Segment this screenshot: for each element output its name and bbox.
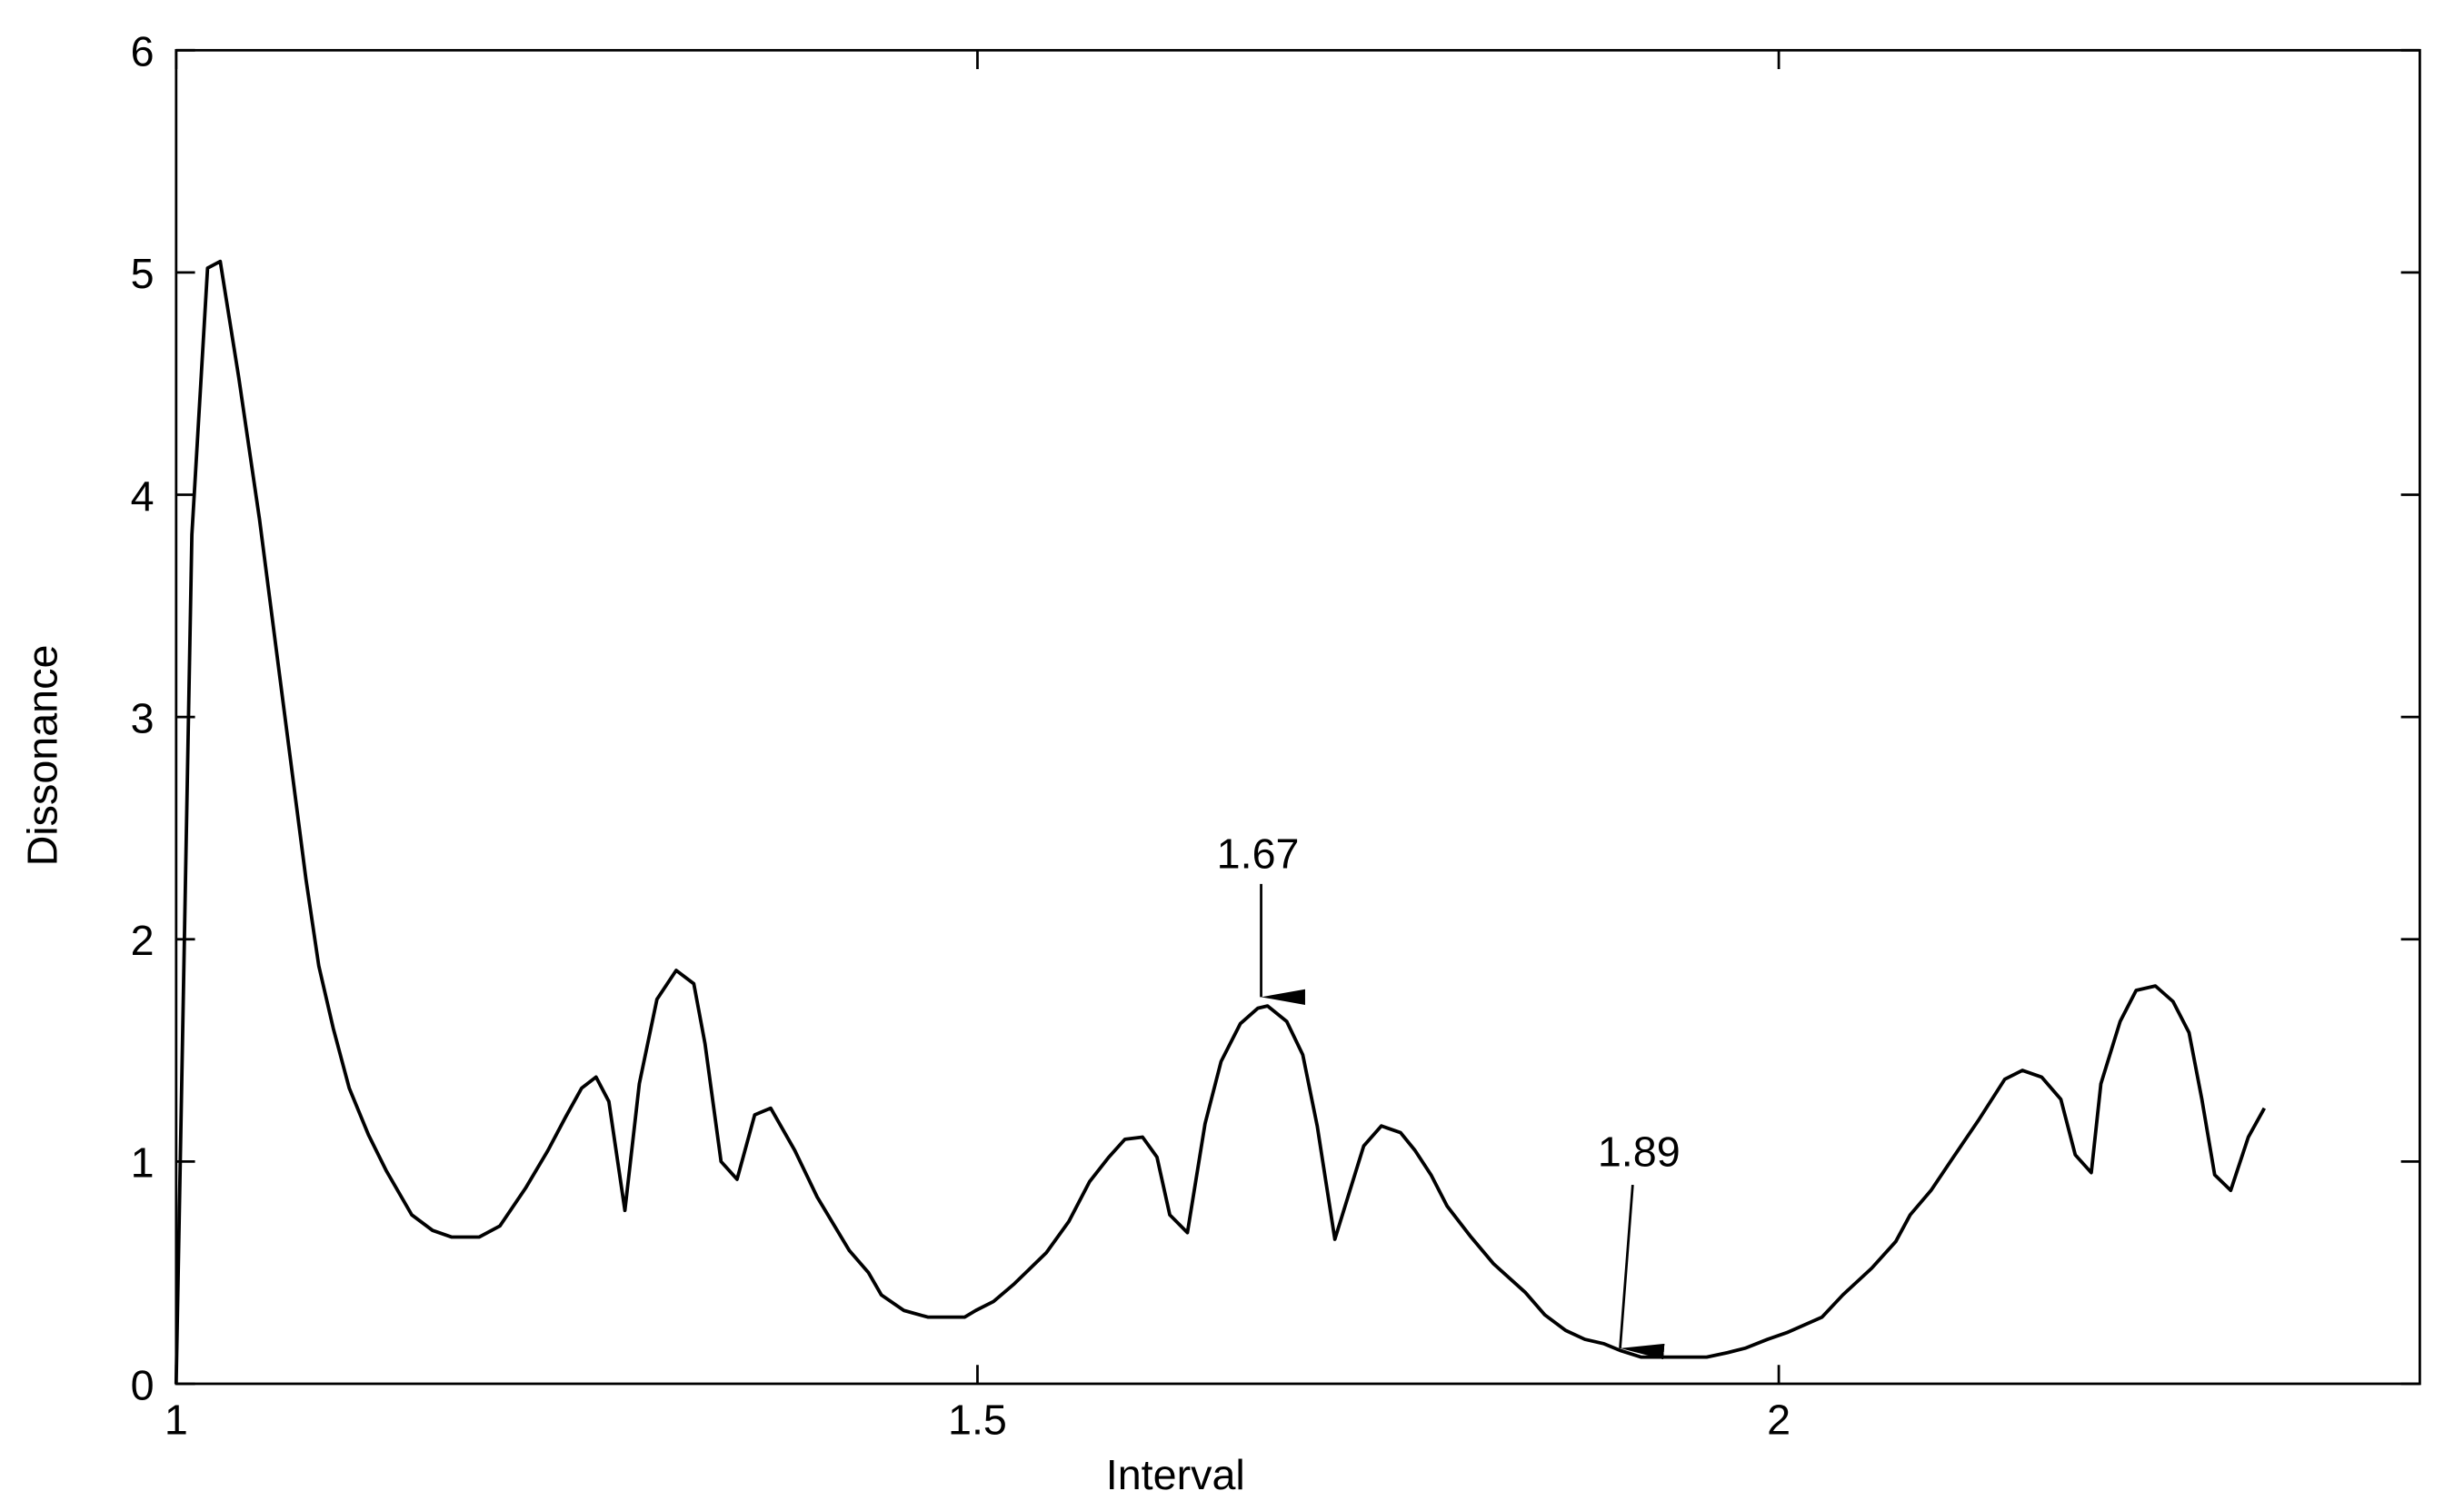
plot-frame <box>175 48 2421 1386</box>
y-axis-label: Dissonance <box>18 645 65 867</box>
y-tick-label: 2 <box>131 917 155 964</box>
x-tick-label: 1 <box>165 1396 188 1443</box>
y-tick-label: 0 <box>131 1361 155 1408</box>
y-tick-label: 5 <box>131 250 155 297</box>
annotation-label: 1.67 <box>1217 830 1300 878</box>
y-tick-label: 3 <box>131 694 155 741</box>
x-tick-label: 2 <box>1767 1396 1791 1443</box>
x-axis-label: Interval <box>1106 1451 1245 1498</box>
data-line <box>174 259 2267 1385</box>
y-tick-label: 4 <box>131 472 155 520</box>
annotation-label: 1.89 <box>1598 1128 1681 1175</box>
annotation-arrow <box>1619 1184 1665 1360</box>
y-tick-label: 1 <box>131 1139 155 1187</box>
y-tick-label: 6 <box>131 28 155 75</box>
x-tick-label: 1.5 <box>948 1396 1007 1443</box>
